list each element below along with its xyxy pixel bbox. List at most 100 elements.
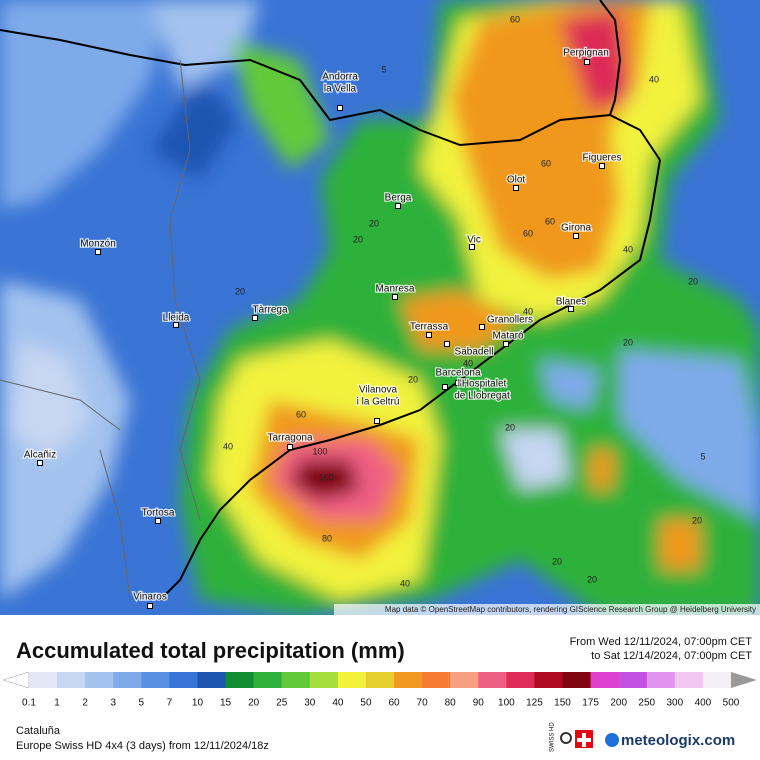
- legend-swatch: [478, 672, 507, 688]
- contour-label: 5: [700, 451, 705, 461]
- contour-label: 160: [318, 472, 333, 482]
- legend-swatch: [450, 672, 479, 688]
- borders: [0, 0, 661, 601]
- legend-label: 2: [82, 698, 88, 709]
- legend-swatch: [422, 672, 451, 688]
- city-marker: [573, 233, 579, 239]
- legend-label: 175: [582, 698, 599, 709]
- city-label: Alcañiz: [24, 450, 56, 461]
- legend-label: 150: [554, 698, 571, 709]
- city-label: Girona: [561, 223, 591, 234]
- legend-arrow-left: [2, 671, 30, 689]
- city-marker: [173, 322, 179, 328]
- legend-label: 400: [695, 698, 712, 709]
- city-label: Tàrrega: [252, 305, 287, 316]
- legend-swatch: [534, 672, 564, 688]
- city-marker: [374, 418, 380, 424]
- legend-swatch: [113, 672, 142, 688]
- city-marker: [584, 59, 590, 65]
- legend-label: 500: [723, 698, 740, 709]
- legend-swatch: [253, 672, 283, 688]
- city-label: Blanes: [556, 297, 587, 308]
- city-marker: [599, 163, 605, 169]
- legend-swatch: [365, 672, 395, 688]
- contour-label: 40: [649, 74, 659, 84]
- city-marker: [147, 603, 153, 609]
- city-label: Tarragona: [267, 433, 312, 444]
- swiss-cross: [577, 733, 591, 747]
- city-marker: [469, 244, 475, 250]
- legend-label: 15: [220, 698, 232, 709]
- legend-swatch: [506, 672, 535, 688]
- legend-swatch: [394, 672, 423, 688]
- contour-label: 60: [545, 216, 555, 226]
- city-label: Vinaros: [133, 592, 167, 603]
- contour-label: 20: [369, 218, 379, 228]
- city-label: Sabadell: [455, 347, 494, 358]
- contour-label: 60: [523, 228, 533, 238]
- city-marker: [95, 249, 101, 255]
- attribution: Map data © OpenStreetMap contributors, r…: [385, 605, 756, 614]
- model-info: Europe Swiss HD 4x4 (3 days) from 12/11/…: [16, 740, 269, 752]
- legend-label: 7: [167, 698, 173, 709]
- city-marker: [479, 324, 485, 330]
- legend-label: 1: [54, 698, 60, 709]
- legend-label: 90: [473, 698, 485, 709]
- precip-field: [0, 0, 760, 615]
- city-marker: [513, 185, 519, 191]
- contour-label: 20: [408, 374, 418, 384]
- legend-swatch: [337, 672, 367, 688]
- legend-label: 40: [332, 698, 344, 709]
- brand-logo: [605, 733, 619, 747]
- city-marker: [155, 518, 161, 524]
- city-label: Lleida: [163, 313, 190, 324]
- legend-label: 70: [417, 698, 429, 709]
- legend-swatch: [590, 672, 620, 688]
- contour-label: 20: [587, 574, 597, 584]
- legend-label: 30: [304, 698, 316, 709]
- legend-label: 60: [388, 698, 400, 709]
- contour-label: 20: [353, 234, 363, 244]
- search-icon: [560, 732, 572, 744]
- title: Accumulated total precipitation (mm): [16, 638, 405, 663]
- legend-label: 200: [610, 698, 627, 709]
- legend-swatch: [281, 672, 311, 688]
- legend-swatch: [618, 672, 648, 688]
- region-borders: [0, 59, 201, 601]
- swiss-hd-badge: SWISS HD: [550, 722, 556, 752]
- city-label: Monzón: [80, 239, 116, 250]
- city-marker: [392, 294, 398, 300]
- contour-label: 40: [623, 244, 633, 254]
- legend-label: 250: [638, 698, 655, 709]
- legend-swatch: [141, 672, 170, 688]
- legend: 0.1 1 2 3 5 7 10 15 20 25 30 40 50 60 70 80 90 100 125 150 1…: [2, 671, 757, 709]
- legend-label: 3: [110, 698, 116, 709]
- contour-label: 20: [692, 515, 702, 525]
- legend-label: 80: [445, 698, 457, 709]
- contour-label: 80: [322, 533, 332, 543]
- city-label: Berga: [385, 193, 412, 204]
- city-marker: [337, 105, 343, 111]
- contour-label: 60: [510, 14, 520, 24]
- city-marker: [455, 380, 461, 386]
- contour-label: 20: [688, 276, 698, 286]
- legend-label: 0.1: [22, 698, 36, 709]
- city-label: Vilanova: [359, 385, 398, 396]
- city-label: Manresa: [376, 284, 415, 295]
- contour-label: 5: [381, 64, 386, 74]
- attribution-bg: [334, 604, 760, 616]
- legend-label: 300: [666, 698, 683, 709]
- legend-swatch: [57, 672, 86, 688]
- legend-swatch: [29, 672, 58, 688]
- legend-swatch: [309, 672, 339, 688]
- city-label: l'Hospitalet: [458, 379, 507, 390]
- legend-label: 25: [276, 698, 288, 709]
- contour-label: 40: [523, 306, 533, 316]
- legend-label: 50: [360, 698, 372, 709]
- legend-swatch: [646, 672, 676, 688]
- city-label: Andorra: [322, 72, 358, 83]
- city-marker: [444, 341, 450, 347]
- city-label: i la Geltrú: [357, 397, 400, 408]
